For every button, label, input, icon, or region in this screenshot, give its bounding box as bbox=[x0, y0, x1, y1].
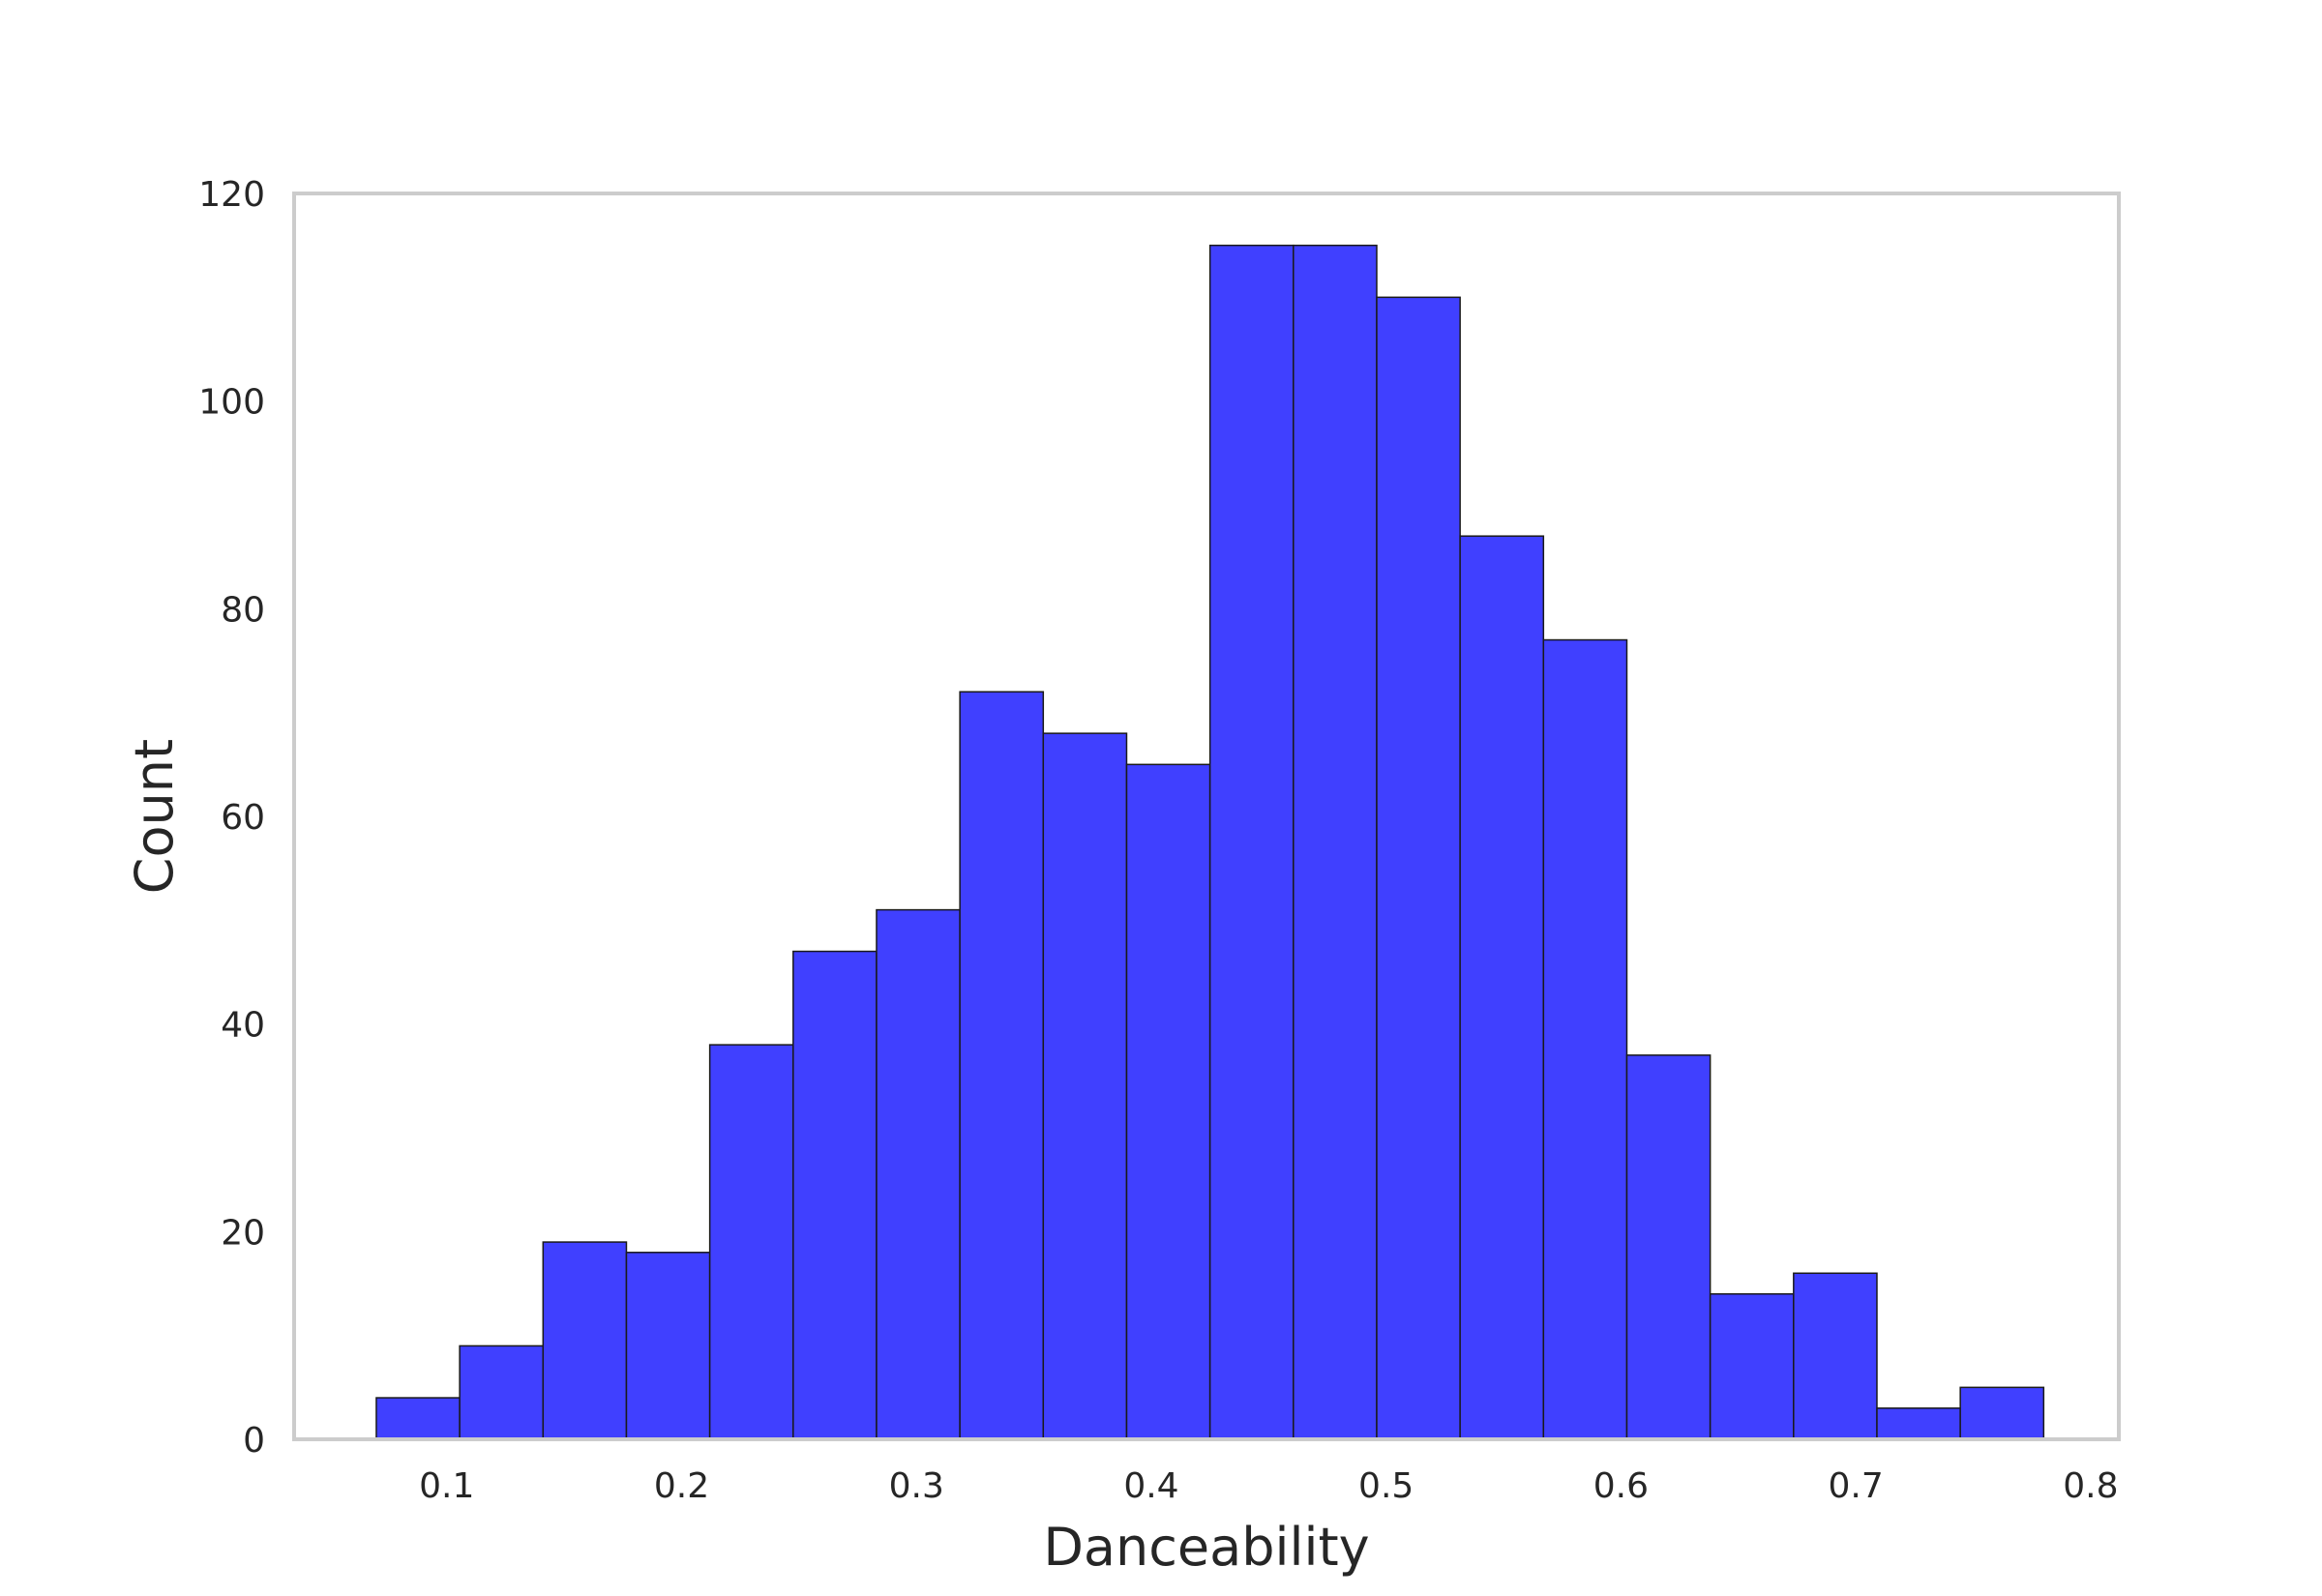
histogram-bar bbox=[375, 1397, 461, 1440]
histogram-bar bbox=[1042, 732, 1128, 1440]
x-tick-label: 0.2 bbox=[654, 1466, 709, 1506]
histogram-bar bbox=[708, 1044, 794, 1440]
histogram-bar bbox=[1376, 296, 1461, 1440]
histogram-bar bbox=[1959, 1386, 2045, 1440]
histogram-bar bbox=[1459, 535, 1545, 1440]
histogram-bar bbox=[1876, 1407, 1961, 1440]
x-tick-label: 0.8 bbox=[2063, 1466, 2118, 1506]
histogram-bar bbox=[625, 1252, 711, 1440]
histogram-bar bbox=[1125, 763, 1211, 1440]
x-tick-label: 0.4 bbox=[1123, 1466, 1178, 1506]
x-axis-label: Danceability bbox=[1043, 1517, 1369, 1578]
histogram-bar bbox=[1625, 1054, 1712, 1440]
histogram-bar bbox=[1793, 1272, 1878, 1440]
x-tick-label: 0.7 bbox=[1829, 1466, 1884, 1506]
histogram-bar bbox=[542, 1241, 628, 1440]
histogram-bar bbox=[1542, 638, 1628, 1440]
x-tick-label: 0.1 bbox=[419, 1466, 474, 1506]
histogram-bar bbox=[876, 908, 961, 1440]
y-axis-ticks: 0 20 40 60 80 100 120 bbox=[198, 175, 265, 1461]
x-tick-label: 0.6 bbox=[1593, 1466, 1649, 1506]
x-axis-ticks: 0.1 0.2 0.3 0.4 0.5 0.6 0.7 0.8 bbox=[419, 1466, 2118, 1506]
histogram-bar bbox=[1208, 244, 1295, 1440]
histogram-bar bbox=[1293, 244, 1378, 1440]
histogram-bar bbox=[459, 1345, 545, 1440]
y-tick-label: 80 bbox=[221, 590, 265, 630]
bars-group bbox=[375, 244, 2045, 1440]
y-tick-label: 120 bbox=[198, 175, 265, 215]
histogram-bar bbox=[1709, 1292, 1795, 1440]
y-tick-label: 40 bbox=[221, 1006, 265, 1046]
x-tick-label: 0.3 bbox=[889, 1466, 944, 1506]
y-tick-label: 20 bbox=[221, 1213, 265, 1253]
y-axis-label: Count bbox=[124, 739, 185, 894]
y-tick-label: 0 bbox=[243, 1421, 265, 1461]
y-tick-label: 60 bbox=[221, 798, 265, 838]
plot-frame bbox=[292, 192, 2121, 1441]
histogram-bar bbox=[792, 950, 878, 1440]
histogram-bar bbox=[959, 691, 1045, 1440]
x-tick-label: 0.5 bbox=[1358, 1466, 1414, 1506]
y-tick-label: 100 bbox=[198, 383, 265, 423]
